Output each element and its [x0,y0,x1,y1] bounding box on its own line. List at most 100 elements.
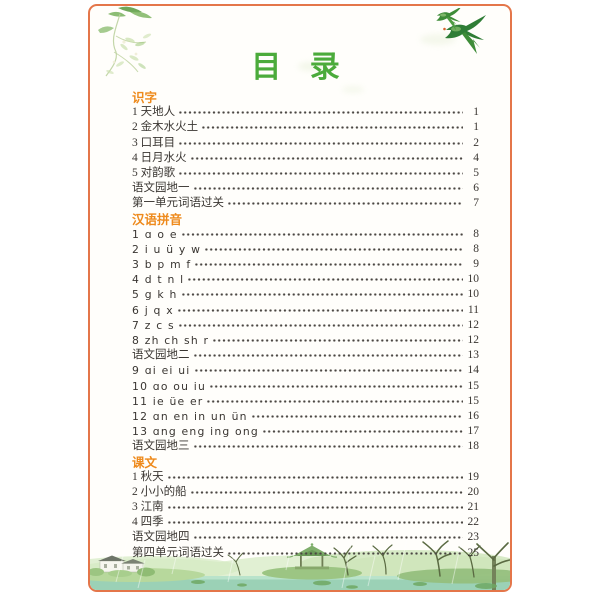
toc-entry: 11 ie üe er 15 [132,393,480,409]
toc-entry-page: 25 [467,546,480,559]
dotted-leader [205,393,463,409]
toc-entry-page: 15 [467,379,480,392]
toc-entry-label: 6 j q x [132,303,174,317]
toc-section: 识字 1 天地人 1 2 金木水火土 1 3 口耳目 2 4 日月水火 4 5 … [132,90,479,212]
dotted-leader [177,105,463,121]
toc-entry-label: 2 金木水火土 [132,121,199,134]
dotted-leader [192,363,463,379]
toc-entry-label: 第四单元词语过关 [132,546,224,559]
toc-entry-label: 4 四季 [132,516,164,529]
toc-entry-page: 4 [473,151,479,164]
toc-entry-page: 22 [467,516,480,529]
toc-entry: 5 g k h 10 [132,287,480,303]
watercolor-smudge [342,86,364,93]
toc-entry: 10 ɑo ou iu 15 [132,378,480,394]
toc-entry: 语文园地四 23 [132,530,480,546]
toc-entry-page: 12 [467,334,480,346]
dotted-leader [208,378,463,394]
toc-entry-label: 3 江南 [132,501,164,514]
dotted-leader [177,135,463,151]
toc-entry-label: 语文园地一 [132,182,190,195]
toc-entry-label: 3 b p m f [132,258,192,272]
section-heading: 识字 [132,90,158,105]
toc-entry-page: 6 [473,182,479,195]
dotted-leader [165,515,463,531]
toc-entry-page: 10 [467,288,480,301]
dotted-leader [165,469,463,485]
toc-entry-label: 2 i u ü y w [132,242,202,256]
toc-entry-page: 15 [467,394,480,407]
dotted-leader [179,226,463,242]
toc-entry-page: 2 [473,136,479,149]
page-title: 目 录 [251,50,349,85]
toc-entry-page: 11 [467,303,479,316]
toc-entry: 12 ɑn en in un ün 16 [132,408,479,425]
toc-entry: 2 小小的船 20 [132,484,480,501]
toc-entry: 3 口耳目 2 [132,135,479,151]
dotted-leader [191,439,463,455]
toc-entry-page: 12 [467,318,480,331]
dotted-leader [177,165,463,182]
toc-entry: 语文园地三 18 [132,439,480,455]
dotted-leader [203,241,463,258]
dotted-leader [211,333,463,349]
toc-entry-label: 11 ie üe er [132,394,204,408]
toc-entry: 1 秋天 19 [132,469,479,485]
dotted-leader [226,196,463,212]
toc-entry-label: 4 日月水火 [132,151,187,164]
toc-entry-label: 13 ɑng eng ing ong [132,425,259,439]
toc-entry-page: 18 [467,440,480,453]
dotted-leader [165,500,463,516]
dotted-leader [175,302,463,318]
toc-list: 识字 1 天地人 1 2 金木水火土 1 3 口耳目 2 4 日月水火 4 5 … [132,90,479,561]
toc-entry: 3 b p m f 9 [132,257,479,273]
dotted-leader [191,181,463,197]
dotted-leader [191,530,463,546]
toc-entry: 1 天地人 1 [132,105,479,121]
toc-entry-page: 23 [467,531,480,544]
toc-entry-label: 9 ɑi ei ui [132,364,191,378]
toc-entry: 第一单元词语过关 7 [132,196,479,212]
toc-entry-label: 5 g k h [132,288,178,302]
toc-entry-page: 7 [473,197,479,210]
toc-entry-label: 10 ɑo ou iu [132,379,206,393]
toc-entry-page: 8 [473,227,479,240]
toc-entry-label: 12 ɑn en in un ün [132,409,248,423]
toc-entry-label: 语文园地三 [132,440,190,453]
page-frame: 目 录 识字 1 天地人 1 2 金木水火土 1 3 口耳目 2 4 日月水火 … [88,4,512,592]
dotted-leader [191,348,463,364]
dotted-leader [188,150,463,166]
toc-entry-label: 1 秋天 [132,470,164,483]
dotted-leader [186,272,463,288]
toc-entry: 2 金木水火土 1 [132,120,479,136]
toc-entry-page: 1 [473,121,479,134]
watercolor-smudge [298,62,326,71]
toc-entry: 9 ɑi ei ui 14 [132,363,480,379]
toc-entry: 7 z c s 12 [132,317,480,333]
toc-entry-label: 5 对韵歌 [132,166,176,179]
toc-entry: 3 江南 21 [132,500,479,516]
toc-entry-page: 14 [467,364,480,377]
dotted-leader [179,287,463,303]
toc-entry: 语文园地一 6 [132,181,479,197]
toc-entry-page: 13 [467,349,480,362]
toc-entry: 2 i u ü y w 8 [132,241,479,258]
toc-entry-label: 3 口耳目 [132,136,176,149]
toc-entry-label: 语文园地二 [132,349,190,362]
toc-entry-label: 2 小小的船 [132,485,187,498]
dotted-leader [188,484,463,501]
toc-entry-page: 20 [467,485,480,498]
dotted-leader [226,545,463,561]
toc-section: 课文 1 秋天 19 2 小小的船 20 3 江南 21 4 四季 22 语文园… [132,455,479,561]
toc-entry-page: 5 [473,166,479,179]
toc-entry: 4 d t n l 10 [132,272,479,288]
toc-entry-label: 第一单元词语过关 [132,197,224,210]
toc-entry-label: 1 ɑ o e [132,227,178,241]
toc-entry: 8 zh ch sh r 12 [132,333,480,349]
toc-entry-label: 语文园地四 [132,531,190,544]
toc-entry-label: 8 zh ch sh r [132,334,210,347]
toc-entry-page: 17 [467,425,480,438]
toc-entry: 第四单元词语过关 25 [132,545,480,561]
section-heading: 课文 [132,454,158,470]
